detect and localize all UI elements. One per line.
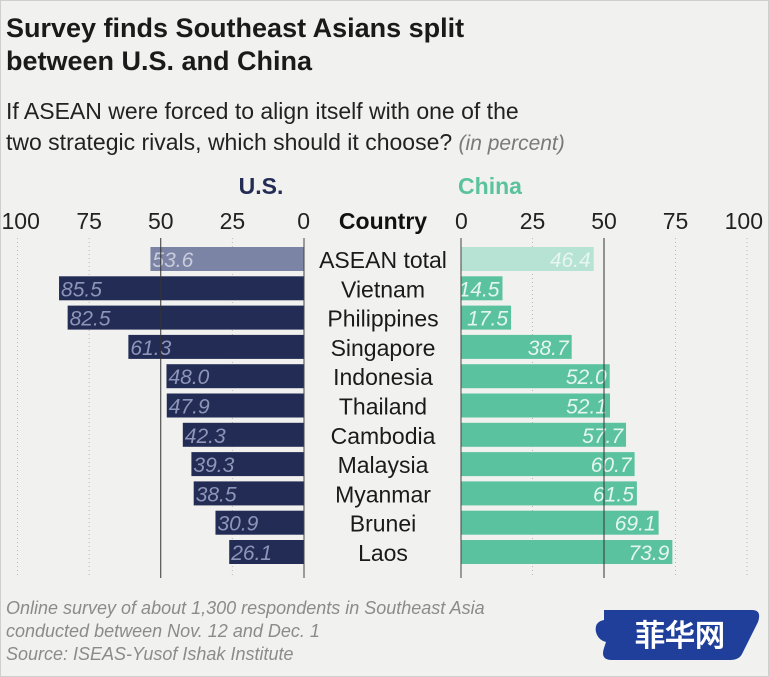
source-line-3: Source: ISEAS-Yusof Ishak Institute <box>6 644 294 664</box>
watermark-badge <box>595 610 760 660</box>
subtitle-unit: (in percent) <box>458 132 565 155</box>
country-label: Myanmar <box>335 481 431 507</box>
watermark-logo: 菲华网 <box>595 610 760 660</box>
us-tick-label: 25 <box>220 208 246 234</box>
china-bar <box>461 334 572 359</box>
china-value-label: 69.1 <box>615 513 656 536</box>
source-line-2: conducted between Nov. 12 and Dec. 1 <box>6 621 320 641</box>
us-tick-label: 50 <box>148 208 174 234</box>
china-tick-label: 75 <box>663 208 689 234</box>
us-bar <box>193 481 304 506</box>
us-bar <box>229 540 304 564</box>
category-header: Country <box>339 208 427 234</box>
china-value-label: 52.0 <box>566 366 607 389</box>
country-label: ASEAN total <box>319 247 447 273</box>
us-bar <box>191 452 304 477</box>
watermark-text: 菲华网 <box>635 619 725 654</box>
country-label: Cambodia <box>331 423 436 449</box>
us-value-label: 82.5 <box>70 308 111 331</box>
china-series-header: China <box>458 173 522 199</box>
country-label: Thailand <box>339 394 427 420</box>
us-bar <box>59 276 305 301</box>
us-bar <box>182 422 304 447</box>
us-value-label: 39.3 <box>193 454 234 477</box>
china-bar <box>461 364 610 389</box>
china-tick-label: 0 <box>455 208 468 234</box>
china-value-label: 60.7 <box>591 454 633 477</box>
china-value-label: 57.7 <box>582 425 624 448</box>
us-tick-label: 0 <box>297 208 310 234</box>
china-value-label: 73.9 <box>628 542 669 565</box>
china-bar <box>461 481 637 506</box>
us-value-label: 53.6 <box>152 249 193 272</box>
us-bar <box>67 305 304 330</box>
diverging-bar-chart: U.S. China 100 75 50 25 0 0 25 50 75 100 Country 53.6… <box>2 173 763 578</box>
china-bar <box>461 510 659 535</box>
subtitle-line-2: two strategic rivals, which should it ch… <box>6 127 746 159</box>
country-label: Brunei <box>350 511 416 537</box>
us-bar <box>166 364 304 389</box>
china-tick-label: 100 <box>725 208 763 234</box>
us-tick-label: 100 <box>2 208 40 234</box>
country-label: Vietnam <box>341 276 425 302</box>
country-label: Indonesia <box>333 364 433 390</box>
china-value-label: 46.4 <box>550 249 591 272</box>
china-tick-label: 50 <box>591 208 617 234</box>
china-bar <box>461 422 627 447</box>
chart-subtitle: If ASEAN were forced to align itself wit… <box>6 96 746 159</box>
source-line-1: Online survey of about 1,300 respondents… <box>6 598 485 618</box>
china-value-label: 17.5 <box>467 308 508 331</box>
chart-title: Survey finds Southeast Asians split betw… <box>6 12 746 78</box>
china-value-label: 38.7 <box>528 337 570 360</box>
us-bar <box>215 510 304 535</box>
us-value-label: 38.5 <box>196 483 237 506</box>
source-note: Online survey of about 1,300 respondents… <box>6 597 606 666</box>
us-bar <box>128 334 304 359</box>
title-line-2: between U.S. and China <box>6 46 313 76</box>
china-value-label: 52.1 <box>566 396 607 419</box>
china-bar <box>461 452 635 477</box>
china-bar <box>461 247 594 271</box>
country-label: Philippines <box>327 306 438 332</box>
subtitle-line-1: If ASEAN were forced to align itself wit… <box>6 98 519 124</box>
china-value-label: 61.5 <box>593 483 634 506</box>
china-bar <box>461 393 611 418</box>
subtitle-question: two strategic rivals, which should it ch… <box>6 129 453 155</box>
us-bar <box>166 393 304 418</box>
us-value-label: 61.3 <box>130 337 171 360</box>
us-value-label: 48.0 <box>168 366 209 389</box>
us-tick-label: 75 <box>76 208 102 234</box>
china-bar <box>461 305 512 330</box>
china-tick-label: 25 <box>520 208 546 234</box>
us-value-label: 47.9 <box>169 396 210 419</box>
title-line-1: Survey finds Southeast Asians split <box>6 13 465 43</box>
china-bar <box>461 540 673 564</box>
china-value-label: 14.5 <box>459 278 500 301</box>
country-label: Malaysia <box>338 452 429 478</box>
us-value-label: 42.3 <box>185 425 226 448</box>
us-bar <box>150 247 304 271</box>
us-value-label: 30.9 <box>217 513 258 536</box>
us-series-header: U.S. <box>239 173 284 199</box>
country-label: Laos <box>358 540 408 566</box>
china-bar <box>461 276 503 301</box>
us-value-label: 26.1 <box>230 542 272 565</box>
country-label: Singapore <box>331 335 436 361</box>
us-value-label: 85.5 <box>61 278 102 301</box>
